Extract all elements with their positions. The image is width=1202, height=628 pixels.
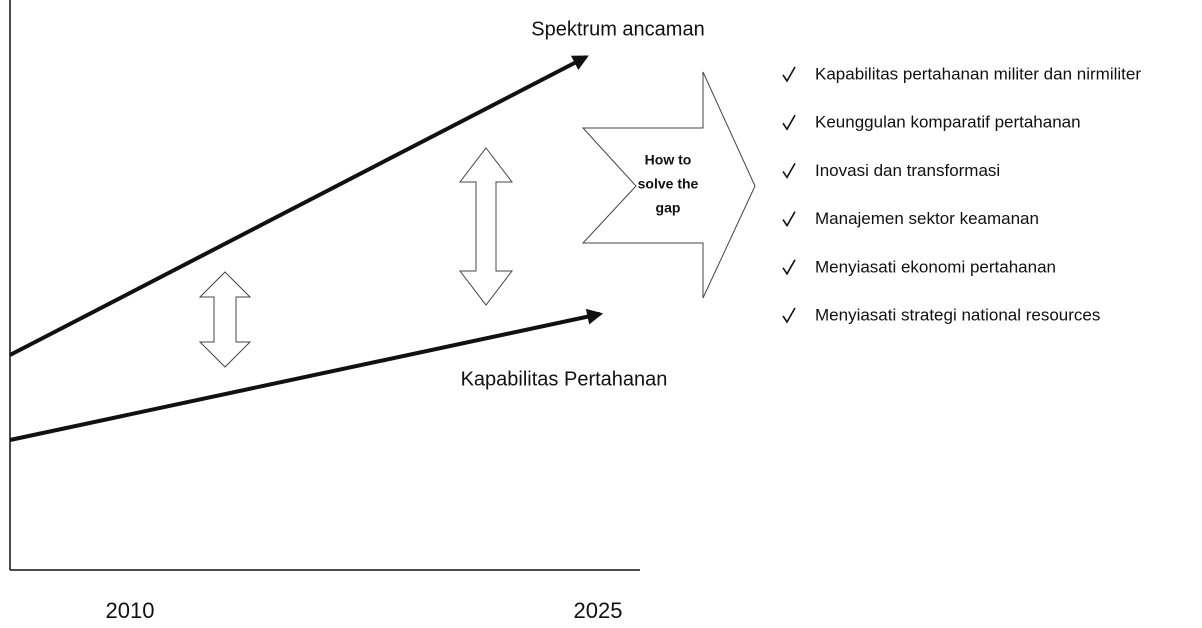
check-mark <box>782 307 796 324</box>
capability-line <box>9 308 604 442</box>
threat-label: Spektrum ancaman <box>531 18 704 40</box>
solution-item: Kapabilitas pertahanan militer dan nirmi… <box>815 64 1141 83</box>
small-gap-arrow <box>198 271 252 368</box>
check-mark <box>782 114 796 131</box>
end-year: 2025 <box>574 598 623 623</box>
capability-label: Kapabilitas Pertahanan <box>461 368 668 390</box>
start-year: 2010 <box>106 598 155 623</box>
large-gap-arrow <box>458 147 514 306</box>
solve-arrow <box>581 71 756 299</box>
check-mark <box>782 211 796 228</box>
check-mark <box>782 163 796 179</box>
solution-item: Keunggulan komparatif pertahanan <box>815 113 1081 132</box>
solution-item: Manajemen sektor keamanan <box>815 209 1039 228</box>
solution-item: Inovasi dan transformasi <box>815 161 1000 180</box>
arrow-text: gap <box>656 200 681 216</box>
solution-item: Menyiasati strategi national resources <box>815 305 1100 324</box>
arrow-text: solve the <box>638 176 699 192</box>
arrow-text: How to <box>645 152 692 168</box>
check-mark <box>782 66 796 83</box>
threat-line <box>9 55 589 357</box>
check-mark <box>782 259 796 276</box>
solution-item: Menyiasati ekonomi pertahanan <box>815 257 1056 276</box>
solution-list: Kapabilitas pertahanan militer dan nirmi… <box>782 64 1141 324</box>
